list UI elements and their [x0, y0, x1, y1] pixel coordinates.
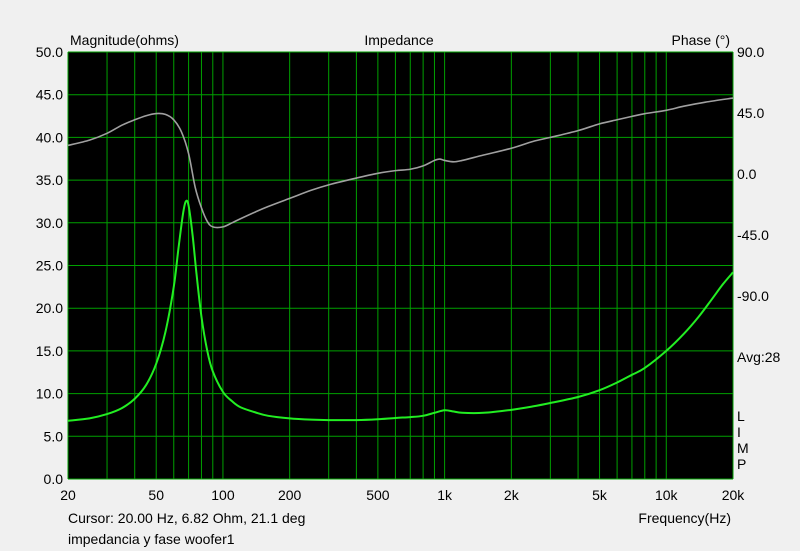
y-tick-label-left: 5.0 — [44, 428, 64, 444]
y-tick-label-right: -90.0 — [737, 288, 769, 304]
magnitude-curve — [67, 199, 734, 422]
y-tick-label-left: 35.0 — [36, 172, 63, 188]
y-tick-label-right: 90.0 — [737, 44, 764, 60]
x-tick-label: 100 — [211, 487, 235, 503]
axes: 0.0 5.0 10.0 15.0 20.0 25.0 30.0 35.0 40.0 45.0 50… — [36, 44, 769, 503]
x-tick-label: 20k — [722, 487, 746, 503]
x-tick-label: 10k — [655, 487, 679, 503]
right-axis-label: Phase (°) — [671, 32, 730, 48]
phase-curve — [67, 97, 734, 229]
y-tick-label-left: 15.0 — [36, 343, 63, 359]
y-tick-label-left: 40.0 — [36, 129, 63, 145]
chart-title: Impedance — [364, 32, 433, 48]
x-tick-label: 20 — [60, 487, 76, 503]
y-tick-label-right: 45.0 — [737, 105, 764, 121]
y-tick-label-left: 25.0 — [36, 258, 63, 274]
y-tick-label-left: 20.0 — [36, 300, 63, 316]
y-tick-label-left: 50.0 — [36, 44, 63, 60]
x-tick-label: 2k — [504, 487, 520, 503]
side-legend-letter: M — [737, 440, 749, 456]
y-tick-label-left: 30.0 — [36, 215, 63, 231]
x-tick-label: 1k — [437, 487, 453, 503]
grid-lines — [67, 51, 734, 480]
curves — [67, 97, 734, 422]
y-tick-label-right: -45.0 — [737, 227, 769, 243]
side-legend-letter: L — [737, 408, 745, 424]
side-legend-letter: P — [737, 456, 746, 472]
x-tick-label: 50 — [148, 487, 164, 503]
cursor-readout: Cursor: 20.00 Hz, 6.82 Ohm, 21.1 deg — [68, 510, 306, 526]
y-tick-label-left: 45.0 — [36, 87, 63, 103]
side-legend-letter: I — [737, 424, 741, 440]
avg-label: Avg:28 — [737, 349, 781, 365]
y-tick-label-left: 0.0 — [44, 471, 64, 487]
x-axis-label: Frequency(Hz) — [638, 510, 731, 526]
x-tick-label: 5k — [592, 487, 608, 503]
y-tick-label-left: 10.0 — [36, 386, 63, 402]
x-tick-label: 200 — [278, 487, 302, 503]
left-axis-label: Magnitude(ohms) — [70, 32, 179, 48]
chart-caption: impedancia y fase woofer1 — [68, 531, 235, 547]
y-tick-label-right: 0.0 — [737, 166, 757, 182]
x-tick-label: 500 — [366, 487, 390, 503]
